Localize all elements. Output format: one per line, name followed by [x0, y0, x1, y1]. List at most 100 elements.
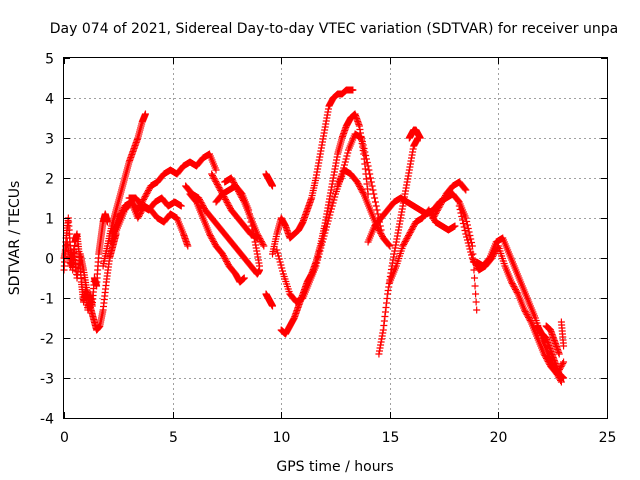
data-point [416, 134, 424, 142]
data-point [508, 280, 516, 287]
data-point [405, 230, 413, 238]
data-point [221, 255, 229, 262]
data-point [239, 197, 247, 204]
data-point [507, 278, 515, 286]
data-point [467, 235, 475, 243]
data-point [228, 176, 236, 183]
data-point [235, 188, 243, 195]
data-point [192, 197, 200, 205]
data-point [472, 290, 480, 298]
data-point [431, 211, 439, 219]
data-point [279, 267, 287, 275]
data-point [260, 242, 268, 250]
y-tick-label: 1 [45, 212, 54, 228]
data-point [200, 203, 208, 211]
data-point [223, 258, 231, 265]
data-point [429, 214, 437, 222]
data-point [258, 239, 266, 247]
data-point [220, 253, 228, 261]
series-arc-16 [273, 130, 385, 306]
y-tick-label: -3 [40, 372, 54, 388]
data-point [374, 210, 382, 218]
data-point [206, 230, 214, 238]
data-point [372, 202, 380, 210]
data-point [329, 199, 337, 207]
data-point [371, 198, 379, 206]
series-arc-27 [557, 318, 568, 350]
data-point [349, 86, 357, 94]
axis-ticks: 0 5 10 15 20 25 -4 -3 -2 -1 0 1 2 3 4 5 [40, 52, 616, 447]
data-point [461, 185, 469, 193]
grid [64, 58, 607, 418]
data-point [216, 185, 224, 193]
data-point [409, 223, 417, 230]
data-point [367, 174, 375, 182]
data-point [438, 198, 446, 205]
data-point [485, 255, 493, 263]
data-point [373, 206, 381, 214]
data-point [278, 264, 286, 272]
data-point [359, 141, 367, 149]
data-point [144, 187, 152, 194]
data-point [402, 236, 410, 244]
series-arc-25 [533, 322, 568, 382]
data-point [473, 306, 481, 314]
data-point [461, 227, 469, 234]
series-arc-26 [542, 322, 563, 358]
data-point [408, 226, 416, 233]
data-point [257, 238, 265, 245]
data-point [400, 239, 408, 247]
data-point [469, 256, 477, 263]
data-point [432, 210, 440, 217]
data-point [464, 239, 472, 247]
data-point [231, 180, 239, 188]
data-point [510, 283, 518, 290]
data-point [371, 194, 379, 202]
data-point [360, 145, 368, 152]
data-point [240, 274, 248, 282]
series-arc-7 [182, 182, 263, 278]
data-point [525, 315, 533, 323]
data-point [358, 187, 366, 195]
data-point [385, 241, 393, 249]
data-point [509, 281, 517, 289]
data-point [467, 248, 475, 256]
data-point [403, 235, 411, 242]
data-point [209, 236, 217, 244]
data-point [463, 236, 471, 244]
data-point [358, 134, 366, 142]
y-tick-label: -2 [40, 332, 54, 348]
data-point [140, 194, 148, 202]
data-point [208, 170, 216, 178]
data-point [524, 312, 532, 320]
x-tick-label: 10 [273, 430, 291, 446]
data-point [136, 210, 144, 217]
data-point [426, 208, 434, 215]
series-arc-18 [375, 134, 422, 358]
y-tick-label: -4 [40, 412, 54, 428]
data-point [471, 274, 479, 282]
data-point [359, 189, 367, 196]
data-point [226, 203, 234, 211]
data-point [257, 236, 265, 244]
data-point [430, 213, 438, 220]
data-point [331, 193, 339, 201]
data-point [324, 217, 332, 225]
data-point [206, 232, 214, 239]
data-point [210, 238, 218, 245]
data-point [177, 202, 185, 210]
data-point [140, 196, 148, 203]
data-point [224, 200, 232, 208]
data-point [434, 205, 442, 213]
data-point [234, 186, 242, 194]
data-point [409, 224, 417, 232]
data-point [521, 308, 529, 315]
data-point [471, 282, 479, 290]
data-point [239, 195, 247, 203]
data-point [326, 211, 334, 219]
chart-title: Day 074 of 2021, Sidereal Day-to-day VTE… [50, 21, 618, 37]
data-point [378, 231, 386, 239]
data-point [212, 178, 220, 185]
x-tick-label: 20 [490, 430, 508, 446]
